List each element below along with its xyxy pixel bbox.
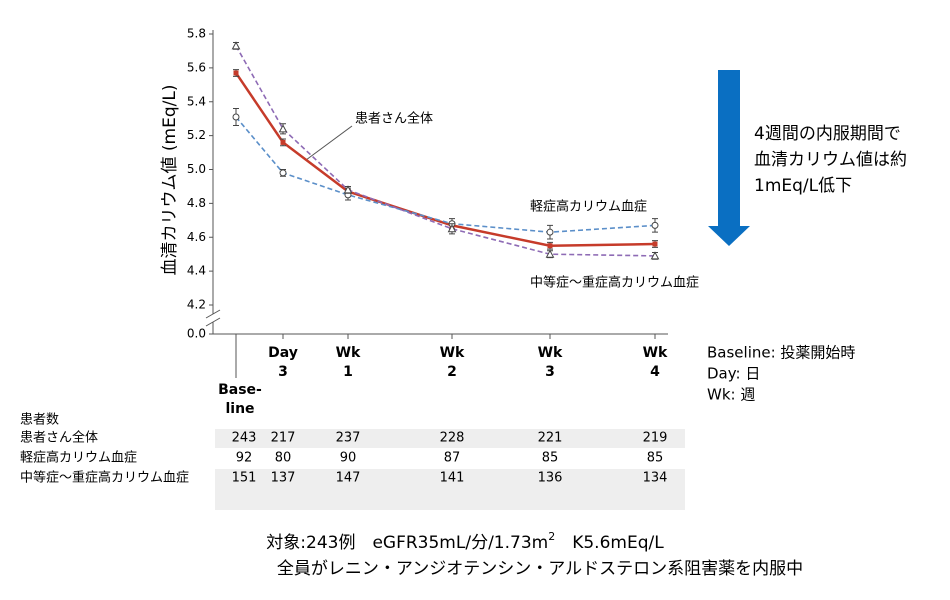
abbreviation: Day: 日 [707,365,760,383]
count: 92 [236,451,253,466]
series-line [235,45,656,257]
series-annotation: 軽症高カリウム血症 [530,199,647,215]
footer-superscript: 2 [548,530,555,543]
row-shade [215,429,685,448]
axis-break [205,309,221,319]
footer-text: 対象:243例 eGFR35mL/分/1.73m [266,533,548,553]
x-tick-label: Base- [218,382,262,398]
count: 136 [538,471,563,486]
series-line [235,116,656,233]
count: 90 [340,451,357,466]
y-tick-label: 5.0 [187,162,206,176]
row-label: 患者さん全体 [20,430,98,446]
y-tick-label: 5.4 [187,94,206,108]
abbreviation: Wk: 週 [707,386,755,404]
x-tick-label: 4 [650,364,660,380]
y-tick-label: 4.8 [187,196,206,210]
y-tick-label: 4.4 [187,264,206,278]
series-annotation: 患者さん全体 [355,111,433,127]
count: 134 [643,471,668,486]
marker [546,228,554,236]
y-tick-label: 5.6 [187,60,206,74]
x-tick-label: Wk [538,345,563,361]
arrow-note: 1mEq/L低下 [754,176,852,196]
count: 151 [232,471,257,486]
x-tick-label: 3 [545,364,555,380]
count: 141 [440,471,465,486]
marker [545,249,555,258]
marker [232,113,240,121]
x-tick-label: line [225,401,254,417]
series-line [234,72,656,247]
marker [278,124,288,133]
count: 87 [444,451,461,466]
arrow-head [708,226,750,246]
row-shade [215,469,685,510]
x-tick-label: 2 [447,364,457,380]
series-annotation: 中等症～重症高カリウム血症 [530,275,699,291]
arrow-note: 血清カリウム値は約 [754,150,907,170]
y-axis-label: 血清カリウム値 (mEq/L) [160,85,180,276]
marker [343,185,353,194]
marker [547,243,553,249]
count: 221 [538,431,563,446]
table-title: 患者数 [20,413,59,428]
marker [233,70,239,76]
x-tick-label: Wk [440,345,465,361]
marker [651,221,659,229]
y-tick-label: 5.2 [187,128,206,142]
row-label: 中等症～重症高カリウム血症 [20,470,189,486]
footer: 全員がレニン・アンジオテンシン・アルドステロン系阻害薬を内服中 [277,559,803,579]
x-tick-label: Day [268,345,298,361]
x-tick-label: Wk [643,345,668,361]
abbreviation: Baseline: 投薬開始時 [707,344,855,362]
marker [280,139,286,145]
marker [650,251,660,260]
marker [279,169,287,177]
footer: 対象:243例 eGFR35mL/分/1.73m2 K5.6mEq/L [266,530,664,553]
footer-text: K5.6mEq/L [555,533,664,553]
axis-break [205,317,221,327]
marker [652,241,658,247]
count: 137 [271,471,296,486]
y-tick-label: 0.0 [187,327,206,341]
count: 85 [647,451,664,466]
marker [447,224,457,233]
arrow-shaft [718,70,740,228]
x-tick-label: 3 [278,364,288,380]
marker [231,41,241,50]
y-tick-label: 4.6 [187,230,206,244]
leader-line [305,125,353,161]
count: 237 [336,431,361,446]
y-tick-label: 5.8 [187,27,206,41]
x-tick-label: Wk [336,345,361,361]
row-label: 軽症高カリウム血症 [20,450,137,466]
x-tick-label: 1 [343,364,353,380]
count: 219 [643,431,668,446]
count: 243 [232,431,257,446]
count: 217 [271,431,296,446]
count: 147 [336,471,361,486]
arrow-note: 4週間の内服期間で [754,124,901,144]
count: 228 [440,431,465,446]
count: 85 [542,451,559,466]
y-tick-label: 4.2 [187,298,206,312]
count: 80 [275,451,292,466]
